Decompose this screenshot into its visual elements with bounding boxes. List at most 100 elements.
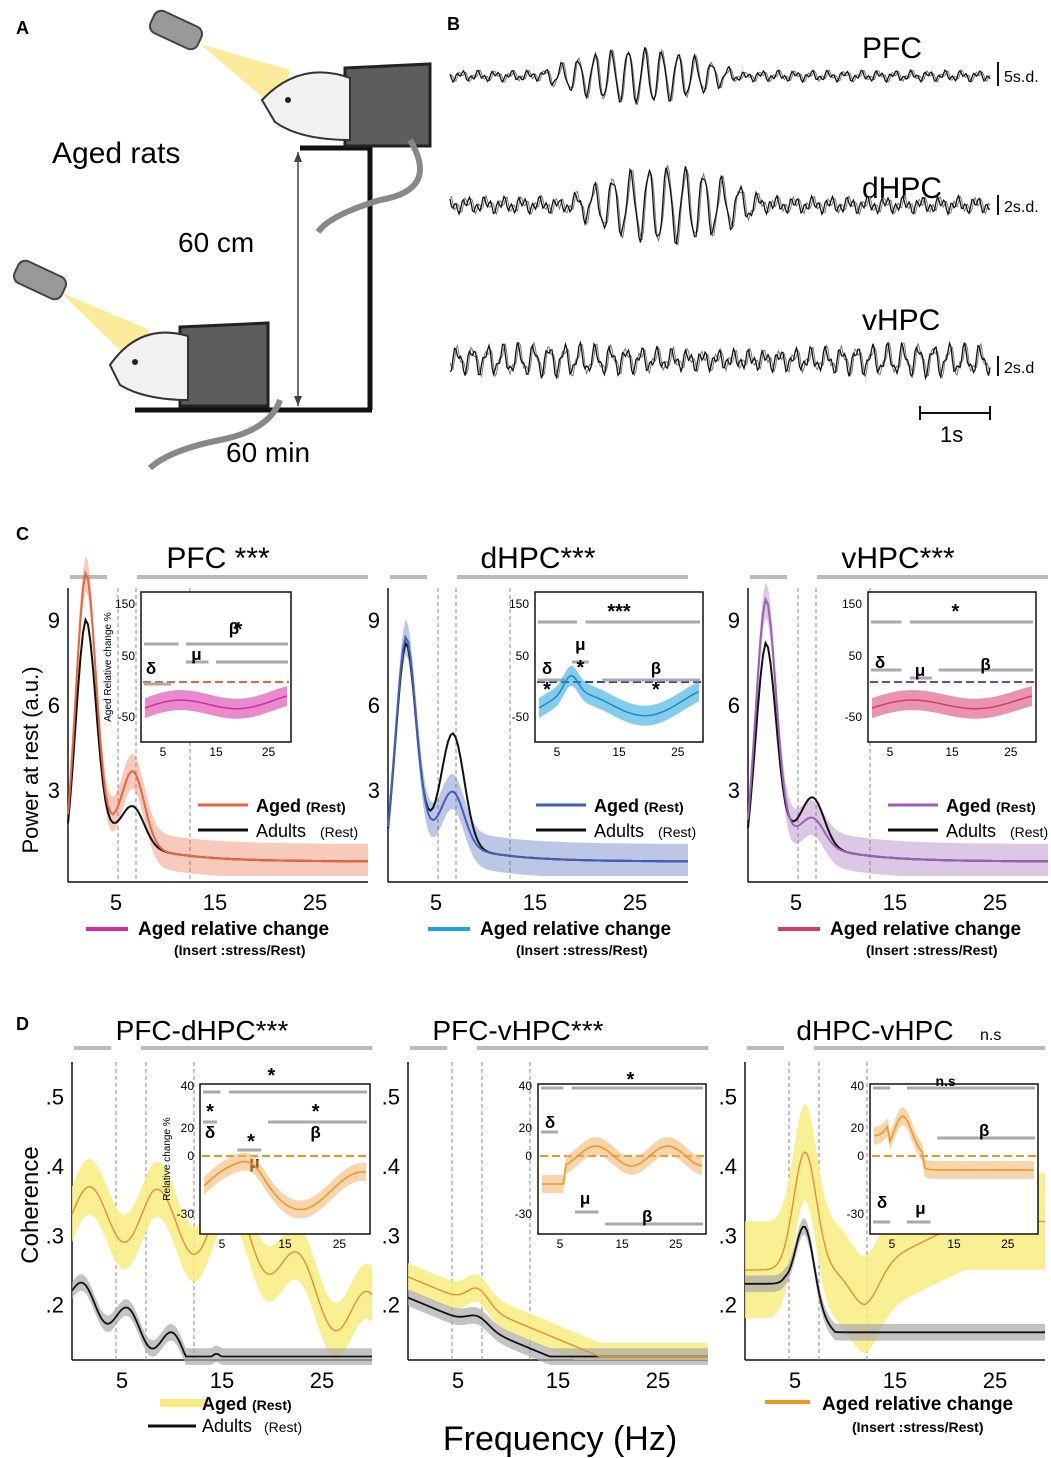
panel-d-ylabel: Coherence — [17, 1146, 44, 1263]
legend-label-aged: Aged — [594, 796, 639, 816]
panel-b-letter: B — [447, 14, 460, 34]
scale-label-dhpc: 2s.d. — [1004, 199, 1039, 216]
panel-a-letter: A — [16, 18, 29, 38]
ytick-label: .2 — [46, 1293, 64, 1318]
inset-ytick-label: 50 — [849, 649, 863, 663]
inset-ylabel: Aged Relative change % — [103, 612, 114, 722]
plot-title-significance: n.s — [980, 1027, 1001, 1044]
inset-xtick-label: 15 — [209, 745, 223, 759]
inset-xtick-label: 25 — [1004, 745, 1018, 759]
significance-star: * — [268, 1065, 276, 1087]
xtick-label: 15 — [523, 890, 547, 915]
scale-label-vhpc: 2s.d — [1004, 360, 1034, 377]
xtick-label: 5 — [452, 1368, 464, 1393]
inset-ytick-label: -50 — [118, 710, 136, 724]
plot-title: PFC *** — [166, 542, 270, 575]
relative-change-label: Aged relative change — [138, 919, 329, 940]
inset-xtick-label: 5 — [557, 1237, 564, 1251]
inset-ytick-label: -50 — [512, 710, 530, 724]
band-label: β — [979, 1121, 989, 1140]
trace-label-pfc: PFC — [862, 32, 922, 65]
inset-ytick-label: -30 — [177, 1207, 195, 1221]
coherence-plot: PFC-vHPC***.5.4.3.25 15 2540200-305 15 25δμβ… — [382, 1015, 708, 1393]
xtick-label: 25 — [983, 1368, 1007, 1393]
panel-c-letter: C — [16, 524, 29, 544]
band-label: δ — [146, 659, 156, 678]
panel-c-ylabel: Power at rest (a.u.) — [18, 666, 43, 853]
legend-label-adults: Adults — [594, 821, 644, 841]
scale-label-pfc: 5s.d. — [1004, 69, 1039, 86]
trace-label-vhpc: vHPC — [862, 304, 940, 337]
panel-d-letter: D — [16, 1014, 29, 1034]
relative-change-sub: (Insert :stress/Rest) — [866, 942, 998, 958]
significance-star: * — [235, 619, 243, 641]
ytick-label: .3 — [382, 1223, 400, 1248]
significance-label: n.s — [935, 1073, 955, 1089]
inset-ytick-label: 40 — [851, 1079, 865, 1093]
inset-ytick-label: 0 — [187, 1149, 194, 1163]
time-scale-bar — [920, 406, 990, 420]
xtick-label: 15 — [883, 890, 907, 915]
legend-suffix: (Rest) — [1010, 824, 1048, 840]
power-spectrum-plot: vHPC*** 9 6 3 5 15 25 150 50 -50 5 15 25 δ μ β * Aged (Res… — [728, 542, 1048, 958]
plot-title: dHPC-vHPC — [796, 1015, 953, 1046]
relative-change-label: Aged relative change — [830, 919, 1021, 940]
xtick-label: 5 — [430, 890, 442, 915]
panel-b: B PFC dHPC vHPC 5s.d. 2s.d. 2s.d 1s — [447, 14, 1039, 447]
inset-xtick-label: 15 — [612, 745, 626, 759]
xtick-label: 5 — [790, 890, 802, 915]
band-label: β — [642, 1207, 652, 1226]
inset-ytick-label: 40 — [181, 1079, 195, 1093]
inset-xtick-label: 15 — [615, 1237, 629, 1251]
inset-xtick-label: 15 — [278, 1237, 292, 1251]
xtick-label: 15 — [546, 1368, 570, 1393]
band-label: δ — [875, 653, 885, 672]
legend-suffix: (Rest) — [264, 1419, 302, 1435]
legend-label-adults: Adults — [946, 821, 996, 841]
inset-xtick-label: 25 — [671, 745, 685, 759]
significance-star: * — [652, 679, 660, 701]
ytick-label: .5 — [382, 1085, 400, 1110]
inset-ytick-label: 20 — [851, 1121, 865, 1135]
duration-label: 60 min — [226, 437, 310, 468]
inset-ytick-label: 150 — [842, 597, 862, 611]
inset-ytick-label: 150 — [509, 597, 529, 611]
significance-star: *** — [607, 601, 631, 623]
legend-suffix: (Rest) — [306, 799, 346, 815]
xtick-label: 15 — [883, 1368, 907, 1393]
plot-title: vHPC*** — [841, 542, 955, 575]
legend-label-aged: Aged — [256, 796, 301, 816]
band-label: μ — [580, 1189, 590, 1208]
legend-label-adults: Adults — [256, 821, 306, 841]
inset-ytick-label: 50 — [122, 649, 136, 663]
aged-rats-label: Aged rats — [52, 137, 180, 170]
relative-change-sub: (Insert :stress/Rest) — [516, 942, 648, 958]
inset-xtick-label: 25 — [669, 1237, 683, 1251]
xtick-label: 5 — [116, 1368, 128, 1393]
legend-label-adults: Adults — [202, 1416, 252, 1436]
xtick-label: 25 — [983, 890, 1007, 915]
legend-label-aged: Aged — [946, 796, 991, 816]
inset-xtick-label: 15 — [945, 745, 959, 759]
ytick-label: .4 — [382, 1154, 400, 1179]
legend-suffix: (Rest) — [996, 799, 1036, 815]
band-label: δ — [542, 659, 552, 678]
panel-d-xlabel: Frequency (Hz) — [443, 1420, 677, 1458]
ytick-label: .2 — [382, 1293, 400, 1318]
ytick-label: .3 — [719, 1223, 737, 1248]
band-label: μ — [915, 661, 925, 680]
inset-ytick-label: -50 — [845, 710, 863, 724]
inset-ytick-label: 150 — [115, 597, 135, 611]
ytick-label: .2 — [719, 1293, 737, 1318]
band-label: β — [980, 655, 990, 674]
inset-xtick-label: 5 — [160, 745, 167, 759]
ytick-label: 3 — [48, 778, 60, 803]
legend-suffix: (Rest) — [658, 824, 696, 840]
panel-c: C Power at rest (a.u.) PFC ***9635 15 2515… — [16, 524, 1048, 958]
ytick-label: 6 — [728, 693, 740, 718]
inset-xtick-label: 5 — [219, 1237, 226, 1251]
legend-suffix: (Rest) — [644, 799, 684, 815]
ytick-label: 6 — [48, 693, 60, 718]
relative-change-label: Aged relative change — [480, 919, 671, 940]
